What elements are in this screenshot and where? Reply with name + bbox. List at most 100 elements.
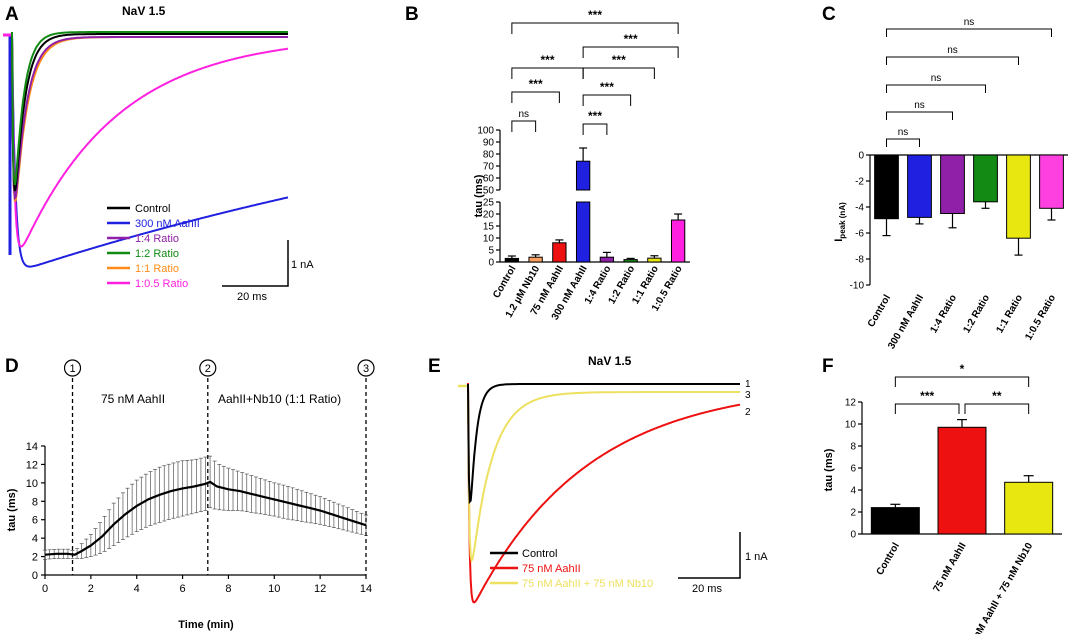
legend-a-label-4: 1:1 Ratio: [135, 263, 179, 275]
panel-b-y-label: tau (ms): [473, 174, 485, 217]
c-tick-label: 0: [858, 151, 864, 162]
b-bar: [623, 259, 638, 263]
d-marker-label: 3: [363, 363, 369, 375]
b-comparison-label: ***: [540, 53, 554, 67]
trace-a-1-2-ratio: [11, 31, 288, 186]
b-comparison-label: ***: [529, 77, 543, 91]
c-comparison-bracket: [886, 56, 1019, 65]
d-y-tick-label: 14: [26, 441, 38, 453]
panel-f: F tau (ms) 0 2 4 6 8 10 12 Control 75 nM AahII75…: [822, 356, 1062, 634]
legend-e: Control 75 nM AahII 75 nM AahII + 75 nM …: [490, 548, 653, 590]
b-tick-label: 90: [483, 138, 495, 149]
b-tick-label: 15: [483, 222, 495, 233]
b-comparison-label: ns: [518, 109, 529, 120]
f-cat-label: Control: [875, 541, 902, 577]
d-marker-label: 2: [205, 363, 211, 375]
trace-e-aahii-plus-nb10: [467, 391, 740, 564]
panel-d-annotation-aahii: 75 nM AahII: [101, 392, 165, 406]
c-cat-label: 1:1 Ratio: [994, 293, 1025, 335]
c-tick-label: -2: [855, 177, 864, 188]
f-comparison-bracket: [894, 376, 1030, 387]
trace-e-label-3: 3: [745, 390, 751, 401]
scale-a-x-label: 20 ms: [237, 291, 267, 303]
c-bar: [1006, 154, 1031, 239]
panel-d-x-label: Time (min): [178, 619, 234, 631]
d-y-tick-label: 2: [32, 552, 38, 564]
panel-c-y-label: Ipeak (nA): [833, 202, 847, 242]
c-tick-label: -8: [855, 255, 864, 266]
b-tick-label: 60: [483, 174, 495, 185]
b-comparison-bracket: [511, 120, 537, 132]
b-comparison-bracket: [511, 22, 679, 34]
c-tick-label: -6: [855, 229, 864, 240]
legend-a: Control 300 nM AahII 1:4 Ratio 1:2 Ratio…: [107, 203, 200, 290]
b-bar: [575, 160, 591, 191]
trace-a-1-1-ratio: [11, 36, 288, 202]
b-comparison-label: ***: [588, 8, 602, 22]
d-x-tick-label: 0: [42, 583, 48, 595]
b-tick-label: 0: [488, 258, 494, 269]
f-comparison-bracket: [964, 403, 1030, 414]
f-bar: [937, 426, 987, 535]
b-comparison-bracket: [582, 46, 679, 58]
b-comparison-bracket: [582, 123, 608, 135]
f-comparison-label: **: [992, 389, 1002, 403]
d-y-tick-label: 12: [26, 459, 38, 471]
panel-e-title: NaV 1.5: [588, 354, 632, 368]
scale-a-y-label: 1 nA: [291, 259, 314, 271]
f-cat-label: 75 nM AahII + 75 nM Nb10: [965, 541, 1036, 634]
b-comparison-label: ***: [624, 32, 638, 46]
scale-bar-e: [678, 532, 741, 579]
c-tick-label: -10: [850, 281, 865, 292]
panel-c-y-label-main: I: [833, 239, 845, 242]
b-comparison-label: ***: [612, 53, 626, 67]
c-comparison-label: ns: [931, 73, 942, 84]
b-tick-label: 10: [483, 234, 495, 245]
legend-a-label-2: 1:4 Ratio: [135, 233, 179, 245]
trace-e-label-2: 2: [745, 407, 751, 418]
b-tick-label: 50: [483, 186, 495, 197]
b-tick-label: 5: [488, 246, 494, 257]
c-cat-label: 300 nM AahII: [886, 293, 926, 351]
c-comparison-bracket: [886, 84, 986, 93]
trace-e-label-1: 1: [745, 379, 751, 390]
b-bar: [647, 257, 662, 263]
c-tick-label: -4: [855, 203, 864, 214]
scale-e-x-label: 20 ms: [692, 583, 722, 595]
b-comparison-bracket: [582, 67, 655, 79]
f-tick-label: 8: [850, 442, 856, 453]
f-tick-label: 12: [845, 398, 857, 409]
c-cat-label: 1:2 Ratio: [961, 293, 992, 335]
trace-e-control: [467, 383, 740, 505]
panel-d-letter: D: [5, 356, 19, 377]
c-comparison-label: ns: [914, 100, 925, 111]
b-comparison-bracket: [511, 91, 560, 103]
c-bar: [940, 154, 965, 214]
d-x-tick-label: 10: [268, 583, 280, 595]
d-x-tick-label: 2: [88, 583, 94, 595]
c-cat-label: 1:4 Ratio: [928, 293, 959, 335]
d-y-tick-label: 4: [32, 533, 38, 545]
f-comparison-label: ***: [920, 389, 934, 403]
d-x-tick-label: 8: [225, 583, 231, 595]
panel-e-letter: E: [428, 356, 441, 377]
f-comparison-bracket: [894, 403, 960, 414]
trace-a-1-4-ratio: [11, 36, 288, 201]
b-bar: [552, 242, 567, 263]
b-comparison-bracket: [511, 67, 584, 79]
c-bar: [973, 154, 998, 203]
b-bar-lower: [575, 201, 591, 263]
c-comparison-bracket: [886, 138, 920, 147]
trace-a-300nM-aahii: [11, 34, 289, 268]
b-bar: [670, 219, 686, 263]
panel-a-letter: A: [5, 4, 19, 25]
f-bar: [1004, 481, 1054, 535]
panel-b-letter: B: [405, 4, 419, 25]
b-comparison-bracket: [582, 94, 632, 106]
f-bar: [870, 507, 920, 535]
panel-f-y-label: tau (ms): [823, 448, 835, 491]
panel-b: B tau (ms) 05101520255060708090100Contro…: [405, 4, 690, 322]
panel-a-title: NaV 1.5: [122, 4, 166, 18]
